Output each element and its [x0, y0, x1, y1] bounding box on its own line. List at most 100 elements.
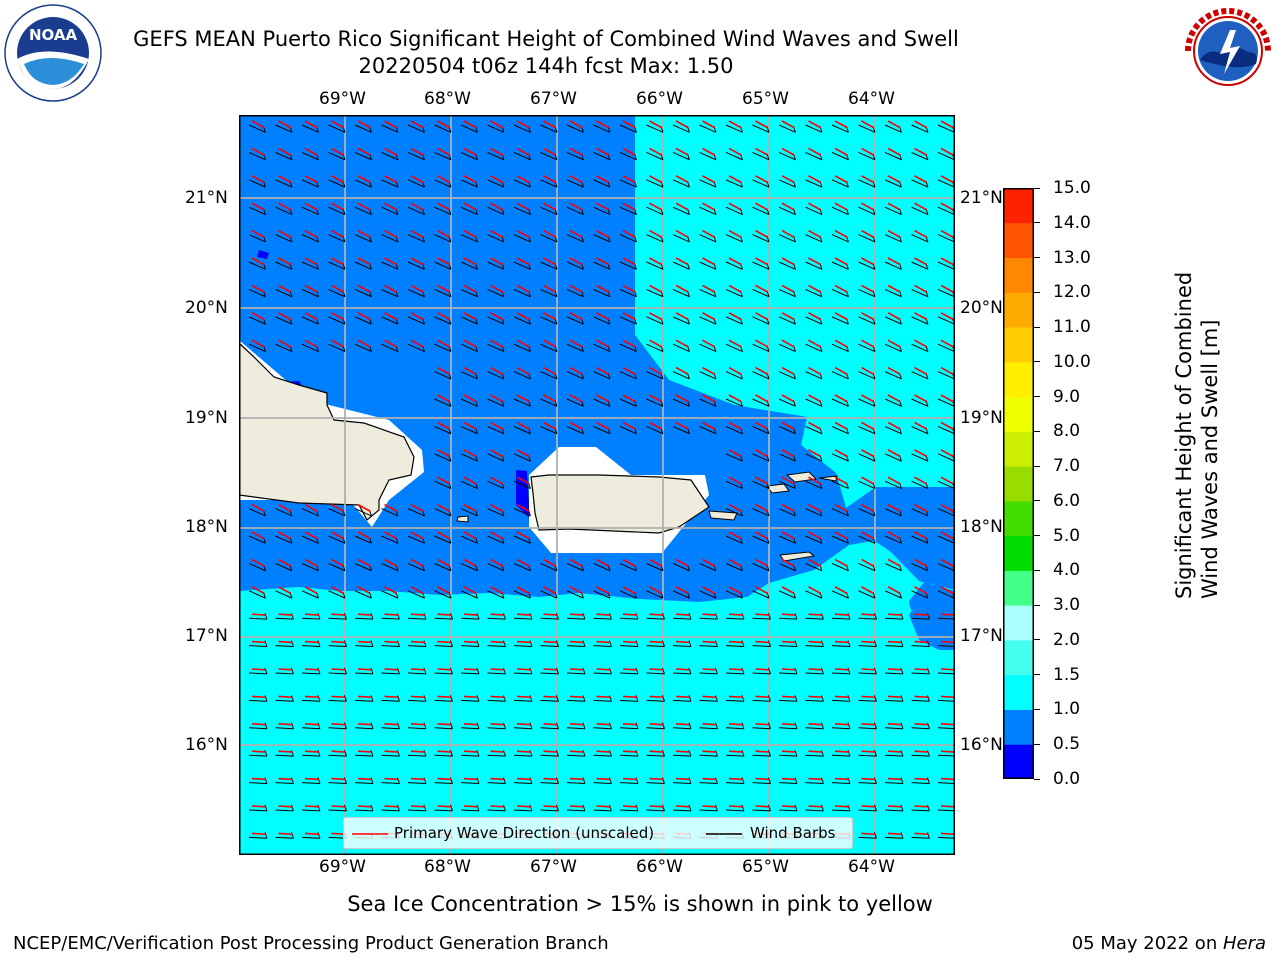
wind-barb [619, 179, 637, 188]
wave-direction-arrow [278, 832, 293, 836]
colorbar-tick-mark [1034, 396, 1040, 398]
footer-machine: Hera [1222, 933, 1266, 954]
wave-direction-arrow [463, 120, 477, 129]
wave-direction-arrow [331, 120, 345, 129]
wind-barb [248, 288, 266, 298]
wave-direction-arrow [516, 339, 530, 348]
wave-direction-arrow [622, 394, 636, 403]
wind-barb [831, 535, 849, 544]
wave-direction-arrow [649, 229, 663, 239]
wave-direction-arrow [861, 175, 875, 184]
wind-barb [354, 343, 372, 352]
wave-direction-arrow [331, 777, 346, 781]
wind-barb [778, 371, 796, 380]
wave-direction-arrow [596, 147, 610, 156]
wind-barb [593, 425, 611, 435]
wind-barb-flag [874, 667, 877, 675]
wind-barb [513, 261, 531, 270]
colorbar-tick-label: 9.0 [1053, 386, 1081, 407]
wave-direction-arrow [516, 586, 530, 595]
wind-barb-flag [503, 612, 506, 620]
wind-barb [407, 645, 427, 647]
wind-barb [646, 371, 664, 380]
wind-barb [460, 699, 480, 702]
wave-direction-arrow [622, 640, 638, 644]
wave-direction-arrow [596, 750, 611, 753]
wind-barb [858, 179, 876, 188]
colorbar-segment [1003, 466, 1034, 502]
wind-barb [805, 261, 823, 270]
wind-barb-flag [821, 777, 824, 784]
wind-barb [752, 617, 771, 620]
wind-barb [831, 699, 851, 702]
wind-barb [566, 699, 586, 702]
wind-barb [752, 261, 770, 270]
wind-barb [460, 151, 478, 161]
wind-barb [858, 453, 876, 462]
wind-barb [328, 617, 347, 620]
wind-barb-flag [291, 695, 294, 702]
wind-barb [354, 316, 372, 325]
wind-barb [778, 453, 796, 462]
wave-direction-arrow [834, 750, 850, 753]
wave-direction-arrow [781, 640, 797, 644]
wind-barb [831, 453, 849, 462]
wind-barb-flag [794, 804, 798, 812]
wave-direction-arrow [463, 257, 477, 266]
wind-barb [381, 645, 400, 647]
wave-direction-arrow [755, 339, 769, 348]
nws-logo [1178, 2, 1278, 100]
wave-direction-arrow [543, 421, 557, 430]
wind-barb [248, 645, 268, 647]
wave-direction-arrow [622, 777, 638, 781]
wave-direction-arrow [834, 558, 848, 567]
wind-barb-flag [264, 722, 268, 729]
wind-barb-flag [821, 667, 824, 675]
wind-barb-flag [715, 749, 718, 757]
wave-direction-arrow [251, 558, 265, 567]
wind-barb [434, 590, 452, 599]
wind-barb [354, 562, 372, 572]
wave-direction-arrow [914, 366, 928, 376]
wind-barb [593, 151, 611, 161]
wave-direction-arrow [675, 805, 691, 808]
wind-barb [593, 288, 611, 298]
wave-direction-arrow [516, 421, 530, 430]
wave-direction-arrow [675, 339, 689, 348]
wave-direction-arrow [808, 668, 823, 671]
wave-direction-arrow [940, 476, 954, 485]
wind-barb [858, 425, 876, 435]
wind-barb [752, 398, 770, 407]
wave-direction-arrow [728, 147, 742, 156]
wave-direction-arrow [702, 339, 716, 348]
wind-barb [884, 562, 902, 572]
wind-barb [725, 398, 743, 407]
wind-barb [805, 398, 823, 407]
wind-barb-flag [847, 777, 851, 784]
wind-barb [699, 206, 717, 215]
wind-barb [381, 316, 399, 325]
wind-barb-flag [450, 722, 453, 729]
wave-direction-arrow [861, 120, 875, 129]
wind-barb [672, 316, 690, 325]
wind-barb [752, 699, 771, 702]
wave-direction-arrow [781, 229, 795, 239]
wind-barb [619, 645, 639, 647]
wind-barb-flag [503, 777, 506, 784]
wave-direction-arrow [410, 229, 424, 239]
wind-barb [275, 343, 293, 352]
wind-barb [301, 617, 321, 620]
wind-barb [566, 672, 586, 675]
wind-barb [434, 343, 452, 352]
wave-direction-arrow [755, 586, 769, 595]
wave-direction-arrow [834, 640, 850, 644]
wave-direction-arrow [808, 723, 823, 726]
wave-direction-arrow [410, 750, 426, 753]
wind-barb [354, 590, 372, 599]
wind-barb [858, 316, 876, 325]
wave-direction-arrow [914, 421, 928, 430]
wave-direction-arrow [940, 832, 955, 836]
wave-direction-arrow [490, 202, 504, 211]
wave-direction-arrow [781, 120, 795, 129]
wind-barb [407, 809, 427, 812]
